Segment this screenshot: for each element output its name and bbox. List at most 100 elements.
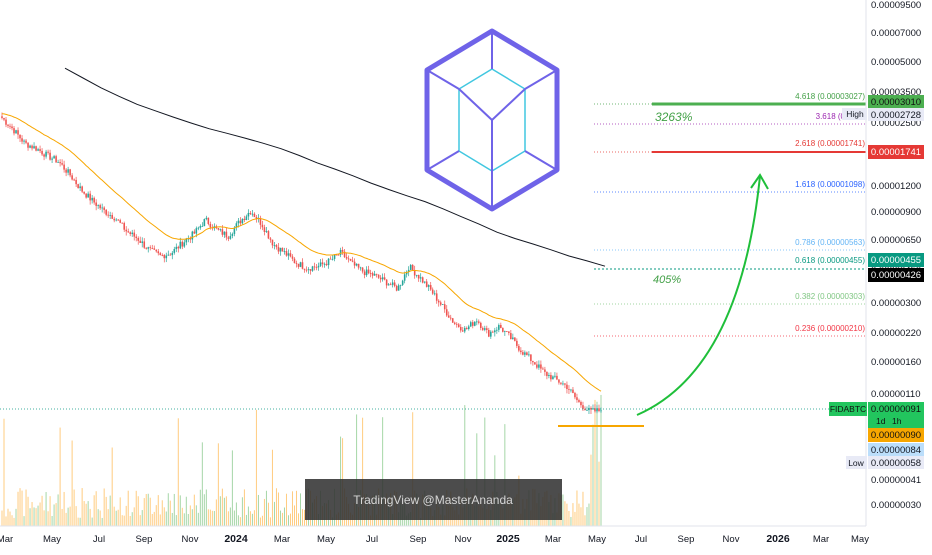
volume-bar [113,506,115,526]
price-candle [508,331,510,336]
price-candle [512,333,514,340]
price-candle [552,375,554,380]
price-candle [548,372,550,379]
volume-bar [99,510,101,526]
price-candle [576,393,578,403]
volume-bar [255,409,257,526]
price-candle [219,228,222,232]
volume-bar [572,503,574,526]
volume-bar [179,495,181,526]
volume-bar [101,517,103,526]
price-candle [562,380,564,386]
price-candle [482,326,484,331]
price-candle [83,191,85,195]
volume-bar [171,512,173,526]
price-candle [223,231,226,238]
fibonacci-levels[interactable]: 4.618 (0.00003027) 3.618 (0.0000 2.618 (… [594,92,866,337]
volume-bar [169,500,171,526]
price-candle [283,247,286,255]
watermark-text: TradingView @MasterAnanda [353,493,513,507]
tag-high-value: 0.00002728 [871,110,921,121]
tag-support-bg [868,428,924,442]
price-candle [433,290,436,296]
price-candle [484,325,486,332]
price-candle [291,254,294,262]
volume-bar [111,447,113,526]
volume-bar [59,427,61,526]
price-candle [51,156,53,164]
price-candle [528,351,530,357]
price-candle [91,195,93,204]
volume-bar [564,501,566,526]
price-candle [121,222,124,224]
price-candle [387,283,390,286]
tag-countdown: 1h [892,416,902,426]
x-tick-label: Jul [366,534,378,545]
price-candle [522,349,524,356]
tag-bid-bg [868,443,924,456]
price-candle [532,360,534,366]
price-candle [273,241,276,250]
price-candle [467,324,470,331]
volume-bar [43,510,45,526]
projection-arrow[interactable] [636,175,761,416]
price-candle [325,260,328,267]
tag-fib-4618: 0.00003010 [871,97,921,108]
volume-bar [590,454,592,526]
x-tick-label: Nov [455,534,472,545]
price-candle [473,321,476,327]
price-candle [75,176,77,187]
volume-bar [586,507,588,526]
price-candle [241,218,244,225]
price-candle [309,269,312,275]
first-target-gain-label: 405% [653,274,681,286]
price-candle [367,265,370,275]
price-candle [1,112,3,120]
price-candle [163,254,166,263]
price-candle [201,222,204,227]
price-candle [197,226,200,231]
price-candle [271,239,274,249]
tag-bid: 0.00000084 [871,445,921,456]
volume-bar [207,509,209,526]
volume-bar [85,503,87,526]
price-candle [247,209,250,221]
volume-bar [257,494,259,526]
y-tick-label: 0.00003500 [871,87,921,98]
price-candle [277,243,280,255]
time-axis[interactable]: Mar May Jul Sep Nov 2024 Mar May Jul Sep Nov 2025 Ma… [0,525,869,545]
volume-bar [293,505,295,526]
price-candle [492,330,494,333]
volume-bar [259,517,261,526]
price-candle [351,256,354,263]
price-candle [518,344,520,353]
price-candle [494,327,496,337]
price-candle [279,247,282,256]
price-tags: 0.00003010 High 0.00002728 0.00001741 0.… [829,95,924,469]
volume-bar [37,505,39,526]
plot-area[interactable] [0,0,866,526]
tag-fib-0618-bg [868,253,924,267]
volume-bar [594,399,596,526]
volume-bar [133,507,135,526]
volume-bar [504,424,506,526]
volume-bar [195,505,197,526]
volume-bar [67,507,69,526]
volume-bar [73,489,75,526]
price-candle [361,267,364,274]
price-candle [331,255,334,261]
price-candle [151,244,154,250]
volume-bar [237,515,239,526]
price-candle [5,116,7,128]
price-candle [73,178,75,182]
price-candle [411,264,414,271]
price-candle [169,252,172,256]
volume-bar [211,510,213,526]
price-candle [385,279,388,289]
tag-fib-4618-bg [868,95,924,109]
price-candle [389,282,392,286]
volume-bar [233,510,235,526]
price-candle [95,199,97,211]
volume-bar [235,502,237,526]
